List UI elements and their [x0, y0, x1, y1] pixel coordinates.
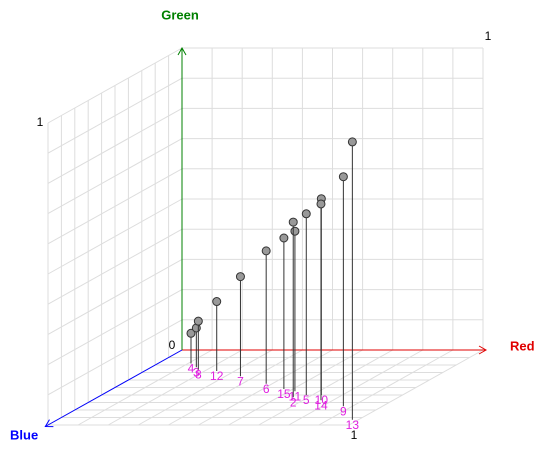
- point: [261, 246, 271, 256]
- point-label: 3: [193, 365, 200, 379]
- point-label: 6: [263, 382, 270, 396]
- point-label: 15: [277, 387, 291, 401]
- grid-line: [348, 349, 484, 426]
- grid-line: [47, 77, 183, 154]
- y-axis-head: [177, 46, 187, 56]
- grid-line: [47, 138, 183, 215]
- point: [301, 209, 311, 219]
- point-label: 8: [195, 368, 202, 382]
- x-axis-head: [478, 345, 488, 355]
- point: [316, 199, 326, 209]
- point-label: 11: [289, 389, 302, 403]
- point: [212, 297, 222, 307]
- point: [235, 272, 245, 282]
- grid-line: [228, 349, 363, 426]
- grid-line: [288, 349, 424, 426]
- grid-line: [318, 349, 454, 426]
- point-label: 14: [314, 398, 328, 412]
- y-axis-title: Green: [161, 7, 199, 22]
- point: [193, 316, 203, 326]
- z-axis-head: [44, 419, 54, 428]
- point: [290, 226, 300, 236]
- grid-line: [47, 198, 183, 275]
- point: [347, 137, 357, 147]
- z-axis: [45, 349, 183, 427]
- point-label: 12: [210, 369, 224, 383]
- point-label: 10: [315, 393, 329, 407]
- grid-line: [258, 349, 393, 426]
- grid: [47, 47, 484, 426]
- z-tick-label: 1: [37, 115, 44, 129]
- grid-line: [47, 107, 183, 184]
- point: [288, 217, 298, 227]
- y-tick-label: 0: [169, 338, 176, 352]
- point: [279, 233, 289, 243]
- x-tick-label: 1: [351, 428, 358, 442]
- x-axis-title: Red: [510, 338, 535, 353]
- point-label: 5: [303, 393, 310, 407]
- grid-line: [47, 47, 183, 124]
- z-axis-title: Blue: [10, 427, 38, 442]
- point-label: 13: [346, 418, 360, 432]
- grid-line: [47, 168, 183, 245]
- point-label: 9: [340, 404, 347, 418]
- point-label: 7: [237, 374, 244, 388]
- point-label: 2: [290, 395, 297, 409]
- point: [186, 328, 196, 338]
- point: [338, 172, 348, 182]
- y-tick-label: 1: [485, 29, 492, 43]
- point-label: 4: [188, 362, 195, 376]
